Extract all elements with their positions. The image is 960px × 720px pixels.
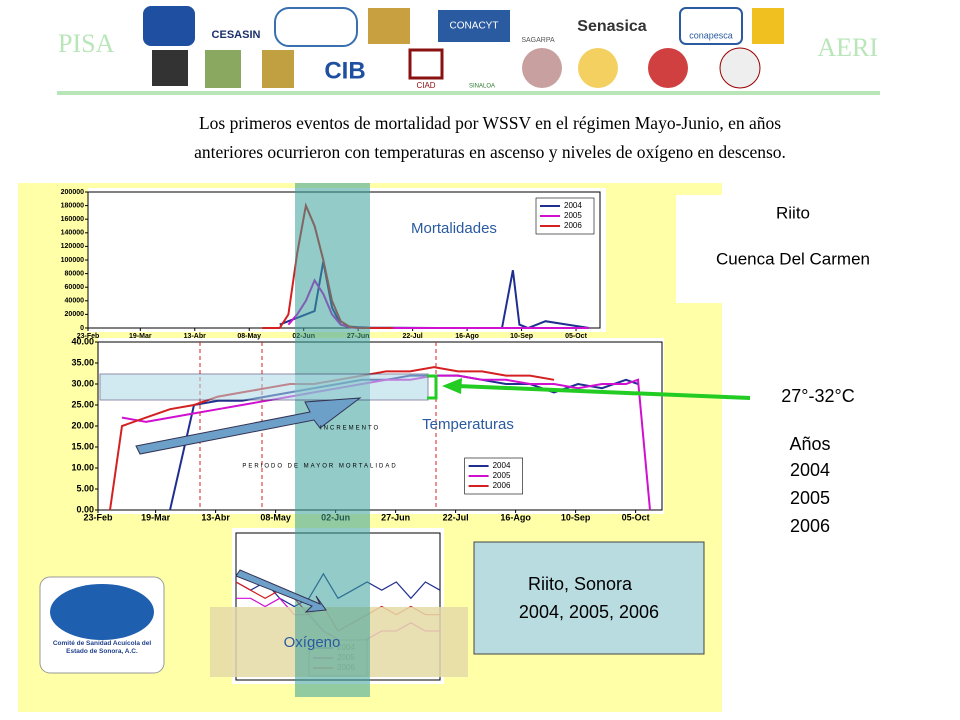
decrease-arrow (235, 569, 327, 613)
y-tick-label: 5.00 (76, 483, 94, 493)
year: 2005 (790, 488, 830, 508)
logo (152, 50, 188, 86)
chart-annotation: Temperaturas (422, 416, 514, 433)
logo-caption: Comité de Sanidad Acuícola del Estado de… (52, 640, 152, 655)
logo (648, 48, 688, 88)
x-tick-label: 27-Jun (381, 512, 410, 522)
optimal-band (99, 373, 429, 401)
years-label: Años (789, 434, 830, 454)
chart-annotation: Mortalidades (411, 220, 497, 237)
increase-arrow (135, 397, 362, 455)
y-tick-label: 100000 (61, 257, 84, 264)
region: Cuenca Del Carmen (716, 249, 870, 268)
x-tick-label: 19-Mar (141, 512, 171, 522)
x-tick-label: 23-Feb (83, 512, 113, 522)
legend-label: 2005 (493, 471, 511, 480)
logo (408, 48, 444, 80)
logo (522, 48, 562, 88)
mortality-period-band (295, 183, 370, 697)
x-tick-label: 22-Jul (403, 333, 423, 340)
range-arrow-head (442, 378, 462, 394)
plot-bg (98, 338, 664, 514)
logo-text: conapesca (689, 30, 733, 40)
logo-text: CONACYT (450, 21, 499, 32)
x-tick-label: 13-Abr (201, 512, 230, 522)
legend-label: 2005 (564, 211, 582, 220)
y-tick-label: 20000 (65, 311, 85, 318)
y-tick-label: 25.00 (71, 399, 94, 409)
y-tick-label: 40000 (65, 298, 85, 305)
place-box (676, 195, 866, 303)
place: Riito (776, 203, 810, 222)
year: 2004 (790, 460, 830, 480)
logo (274, 7, 358, 47)
aeri-mark: AERI (817, 33, 878, 62)
logo (578, 48, 618, 88)
x-tick-label: 13-Abr (184, 333, 206, 340)
logo (143, 6, 195, 46)
y-tick-label: 60000 (65, 284, 85, 291)
logo (262, 50, 294, 88)
heading-line: Los primeros eventos de mortalidad por W… (199, 113, 781, 133)
logo (679, 7, 743, 45)
x-tick-label: 08-May (237, 333, 261, 340)
bracket (427, 374, 438, 400)
location-years: 2004, 2005, 2006 (519, 602, 659, 622)
y-tick-label: 20.00 (71, 420, 94, 430)
logo-text: SINALOA (469, 84, 495, 90)
note: PERIODO DE MAYOR MORTALIDAD (242, 464, 397, 470)
logo-text: Senasica (577, 18, 646, 35)
x-tick-label: 08-May (260, 512, 291, 522)
y-tick-label: 30.00 (71, 378, 94, 388)
pisa-mark: PISA (58, 29, 115, 58)
y-tick-label: 120000 (61, 243, 84, 250)
legend-label: 2004 (564, 201, 582, 210)
logo-caption-box: Comité de Sanidad Acuícola del Estado de… (52, 640, 152, 655)
chart-annotation: Oxígeno (284, 634, 341, 651)
x-tick-label: 16-Ago (500, 512, 531, 522)
note: INCREMENTO (320, 426, 380, 432)
y-tick-label: 140000 (61, 230, 84, 237)
logo-text: CIAD (416, 81, 435, 90)
y-tick-label: 10.00 (71, 462, 94, 472)
y-tick-label: 200000 (61, 189, 84, 196)
legend-label: 2006 (493, 481, 511, 490)
x-tick-label: 22-Jul (443, 512, 469, 522)
x-tick-label: 10-Sep (561, 512, 591, 522)
logo-text: SAGARPA (521, 37, 555, 44)
logo (205, 50, 241, 88)
logo (752, 8, 784, 44)
x-tick-label: 19-Mar (129, 333, 152, 340)
year: 2006 (790, 516, 830, 536)
logo (368, 8, 410, 44)
location: Riito, Sonora (528, 574, 633, 594)
y-tick-label: 0 (80, 325, 84, 332)
x-tick-label: 16-Ago (455, 333, 479, 340)
x-tick-label: 05-Oct (565, 333, 587, 340)
x-tick-label: 10-Sep (510, 333, 533, 340)
logo-shape (50, 584, 154, 640)
logo (719, 47, 761, 89)
y-tick-label: 40.00 (71, 336, 94, 346)
y-tick-label: 15.00 (71, 441, 94, 451)
y-tick-label: 180000 (61, 202, 84, 209)
y-tick-label: 35.00 (71, 357, 94, 367)
legend-label: 2006 (564, 221, 582, 230)
location-box (473, 541, 705, 655)
x-tick-label: 05-Oct (622, 512, 650, 522)
logo (438, 10, 510, 42)
legend-label: 2004 (493, 461, 511, 470)
heading-line: anteriores ocurrieron con temperaturas e… (194, 142, 786, 162)
temp-range: 27°-32°C (781, 386, 854, 406)
logo-text: CIB (324, 57, 365, 84)
logo-text: CESASIN (212, 29, 261, 41)
y-tick-label: 0.00 (76, 504, 94, 514)
range-arrow (457, 384, 751, 400)
y-tick-label: 160000 (61, 216, 84, 223)
y-tick-label: 80000 (65, 270, 85, 277)
x-tick-label: 23-Feb (77, 333, 100, 340)
